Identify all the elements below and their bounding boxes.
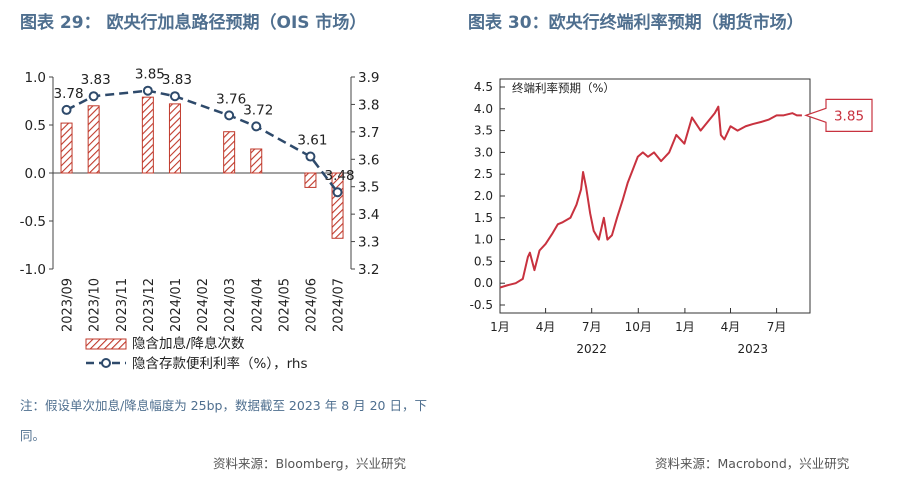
line-point-marker bbox=[142, 85, 153, 96]
x-category-label: 2024/06 bbox=[304, 278, 319, 332]
x-category-label: 2023/10 bbox=[88, 278, 103, 332]
right-y-tick-label: 4.5 bbox=[474, 80, 493, 94]
line-point-marker bbox=[61, 104, 72, 115]
left-y-tick-label: -1.0 bbox=[20, 262, 46, 278]
right-chart-title: 图表 30：欧央行终端利率预期（期货市场） bbox=[468, 13, 804, 33]
legend-line-marker bbox=[101, 358, 111, 368]
left-chart-note: 注：假设单次加息/降息幅度为 25bp，数据截至 2023 年 8 月 20 日… bbox=[20, 398, 427, 443]
right-y-tick-label: 2.0 bbox=[474, 189, 493, 203]
line-point-marker bbox=[305, 151, 316, 162]
line-data-label: 3.48 bbox=[325, 168, 355, 184]
right-y-tick-label: 3.9 bbox=[358, 70, 379, 86]
bar-implied-hikes bbox=[250, 148, 263, 174]
line-data-label: 3.72 bbox=[243, 102, 273, 118]
line-deposit-rate bbox=[65, 89, 339, 193]
left-chart-title: 图表 29： 欧央行加息路径预期（OIS 市场） bbox=[20, 13, 367, 33]
line-terminal-rate bbox=[499, 105, 802, 289]
right-y-axis-title: 终端利率预期（%） bbox=[512, 81, 615, 95]
line-point-marker bbox=[332, 187, 343, 198]
right-y-tick-label: 3.4 bbox=[358, 207, 379, 223]
right-y-tick-label: 1.5 bbox=[474, 211, 493, 225]
bar-implied-hikes bbox=[141, 96, 154, 174]
right-plot-frame bbox=[499, 78, 811, 314]
right-x-tick-label: 7月 bbox=[582, 320, 602, 334]
x-category-label: 2024/07 bbox=[332, 278, 347, 332]
x-category-label: 2024/03 bbox=[223, 278, 238, 332]
right-x-tick-label: 4月 bbox=[536, 320, 556, 334]
left-y-tick-label: -0.5 bbox=[20, 214, 46, 230]
right-y-tick-label: 3.7 bbox=[358, 125, 379, 141]
right-y-tick-label: 3.5 bbox=[474, 124, 493, 138]
right-y-tick-label: 0.5 bbox=[474, 254, 493, 268]
line-data-label: 3.83 bbox=[162, 72, 192, 88]
right-x-tick-label: 10月 bbox=[625, 320, 652, 334]
right-x-tick-label: 7月 bbox=[767, 320, 787, 334]
last-value-callout bbox=[804, 98, 873, 132]
right-y-tick-label: 3.0 bbox=[474, 145, 493, 159]
x-category-label: 2024/05 bbox=[277, 278, 292, 332]
line-point-marker bbox=[169, 91, 180, 102]
right-y-tick-label: -0.5 bbox=[470, 298, 493, 312]
right-x-tick-label: 1月 bbox=[675, 320, 695, 334]
right-x-tick-label: 1月 bbox=[490, 320, 510, 334]
right-y-tick-label: 3.8 bbox=[358, 97, 379, 113]
line-point-marker bbox=[251, 121, 262, 132]
bar-implied-hikes bbox=[168, 103, 181, 174]
last-value-label: 3.85 bbox=[834, 108, 864, 124]
right-year-label: 2022 bbox=[576, 342, 607, 356]
right-y-tick-label: 1.0 bbox=[474, 233, 493, 247]
line-data-label: 3.85 bbox=[135, 67, 165, 83]
x-category-label: 2023/12 bbox=[142, 278, 157, 332]
bar-implied-hikes bbox=[60, 122, 73, 174]
right-y-tick-label: 3.2 bbox=[358, 262, 379, 278]
right-y-tick-label: 3.3 bbox=[358, 235, 379, 251]
right-y-tick-label: 0.0 bbox=[474, 276, 493, 290]
bar-implied-hikes bbox=[87, 105, 100, 174]
bar-implied-hikes bbox=[223, 131, 236, 174]
right-year-label: 2023 bbox=[738, 342, 769, 356]
line-data-label: 3.76 bbox=[216, 91, 246, 107]
x-category-label: 2023/11 bbox=[115, 278, 130, 332]
right-y-tick-label: 4.0 bbox=[474, 102, 493, 116]
line-data-label: 3.61 bbox=[297, 133, 327, 149]
line-data-label: 3.78 bbox=[54, 86, 84, 102]
left-y-tick-label: 1.0 bbox=[25, 70, 46, 86]
line-point-marker bbox=[88, 91, 99, 102]
legend-bar-swatch bbox=[85, 338, 127, 350]
right-y-tick-label: 3.5 bbox=[358, 180, 379, 196]
right-chart-source: 资料来源：Macrobond，兴业研究 bbox=[655, 456, 850, 471]
bar-implied-hikes bbox=[331, 172, 344, 239]
x-category-label: 2024/04 bbox=[250, 278, 265, 332]
line-data-label: 3.83 bbox=[81, 72, 111, 88]
x-category-label: 2024/02 bbox=[196, 278, 211, 332]
x-category-label: 2024/01 bbox=[169, 278, 184, 332]
left-chart-source: 资料来源：Bloomberg，兴业研究 bbox=[213, 456, 406, 471]
line-point-marker bbox=[224, 110, 235, 121]
right-y-tick-label: 2.5 bbox=[474, 167, 493, 181]
left-y-tick-label: 0.5 bbox=[25, 118, 46, 134]
legend-line-label: 隐含存款便利利率（%），rhs bbox=[132, 355, 307, 372]
right-y-tick-label: 3.6 bbox=[358, 152, 379, 168]
x-category-label: 2023/09 bbox=[61, 278, 76, 332]
right-x-tick-label: 4月 bbox=[721, 320, 741, 334]
left-y-tick-label: 0.0 bbox=[25, 166, 46, 182]
legend-bar-label: 隐含加息/降息次数 bbox=[132, 335, 245, 352]
bar-implied-hikes bbox=[304, 172, 317, 188]
